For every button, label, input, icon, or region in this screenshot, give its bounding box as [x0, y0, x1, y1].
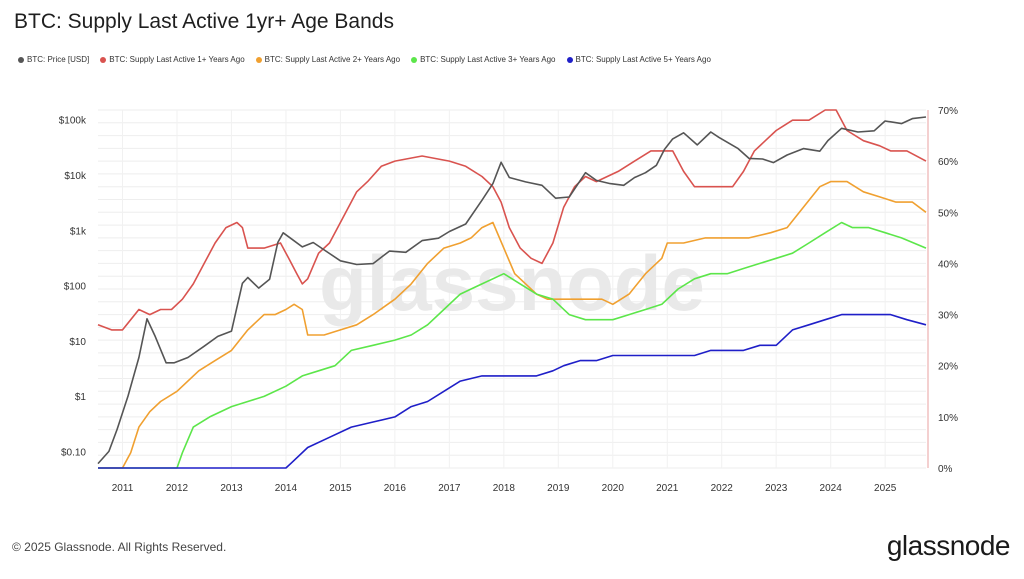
x-tick-label: 2020 — [602, 483, 625, 494]
y-left-tick-label: $10k — [64, 171, 87, 182]
legend-dot-3y — [411, 56, 418, 63]
y-right-tick-label: 50% — [938, 208, 958, 219]
legend-label: BTC: Supply Last Active 5+ Years Ago — [575, 55, 711, 64]
x-tick-label: 2018 — [493, 483, 516, 494]
x-tick-label: 2011 — [112, 483, 134, 494]
y-right-tick-label: 10% — [938, 413, 958, 424]
y-left-tick-label: $0.10 — [61, 447, 86, 458]
y-right-tick-label: 40% — [938, 259, 958, 270]
series-line-4 — [98, 313, 927, 469]
legend-dot-1y — [100, 56, 107, 63]
x-tick-label: 2021 — [656, 483, 679, 494]
legend-label: BTC: Price [USD] — [27, 55, 90, 64]
x-tick-label: 2012 — [166, 483, 189, 494]
x-tick-label: 2025 — [874, 483, 897, 494]
y-right-tick-label: 70% — [938, 106, 958, 117]
x-tick-label: 2015 — [329, 483, 352, 494]
x-tick-label: 2024 — [820, 483, 843, 494]
series-line-0 — [97, 116, 927, 465]
legend-label: BTC: Supply Last Active 3+ Years Ago — [420, 55, 556, 64]
series-line-1 — [97, 109, 927, 331]
y-left-tick-label: $100 — [64, 282, 87, 293]
x-tick-label: 2014 — [275, 483, 298, 494]
y-left-tick-label: $100k — [59, 116, 87, 127]
y-right-tick-label: 0% — [938, 464, 953, 475]
x-tick-label: 2017 — [438, 483, 461, 494]
x-tick-label: 2013 — [220, 483, 243, 494]
watermark: glassnode — [319, 239, 705, 327]
legend-label: BTC: Supply Last Active 1+ Years Ago — [109, 55, 245, 64]
legend-item-3y[interactable]: BTC: Supply Last Active 3+ Years Ago — [411, 55, 556, 64]
legend-dot-price — [18, 56, 24, 63]
y-right-tick-label: 60% — [938, 157, 958, 168]
y-left-tick-label: $1 — [75, 392, 87, 403]
brand-logo: glassnode — [886, 530, 1011, 561]
copyright: © 2025 Glassnode. All Rights Reserved. — [12, 540, 227, 554]
series-line-3 — [98, 221, 927, 469]
series-line-2 — [98, 180, 927, 469]
y-left-tick-label: $1k — [70, 226, 87, 237]
legend-item-5y[interactable]: BTC: Supply Last Active 5+ Years Ago — [566, 55, 711, 64]
legend-dot-5y — [566, 56, 573, 63]
y-left-tick-label: $10 — [69, 337, 86, 348]
y-right-tick-label: 20% — [938, 362, 958, 373]
x-tick-label: 2019 — [547, 483, 570, 494]
x-tick-label: 2022 — [711, 483, 734, 494]
legend-item-price[interactable]: BTC: Price [USD] — [18, 55, 89, 64]
chart-title: BTC: Supply Last Active 1yr+ Age Bands — [14, 10, 394, 33]
legend-item-2y[interactable]: BTC: Supply Last Active 2+ Years Ago — [255, 55, 401, 64]
legend-item-1y[interactable]: BTC: Supply Last Active 1+ Years Ago — [100, 55, 245, 64]
x-tick-label: 2016 — [384, 483, 407, 494]
legend: BTC: Price [USD] BTC: Supply Last Active… — [18, 55, 711, 64]
legend-dot-2y — [255, 56, 262, 63]
legend-label: BTC: Supply Last Active 2+ Years Ago — [264, 55, 401, 64]
y-right-tick-label: 30% — [938, 311, 958, 322]
x-tick-label: 2023 — [765, 483, 788, 494]
